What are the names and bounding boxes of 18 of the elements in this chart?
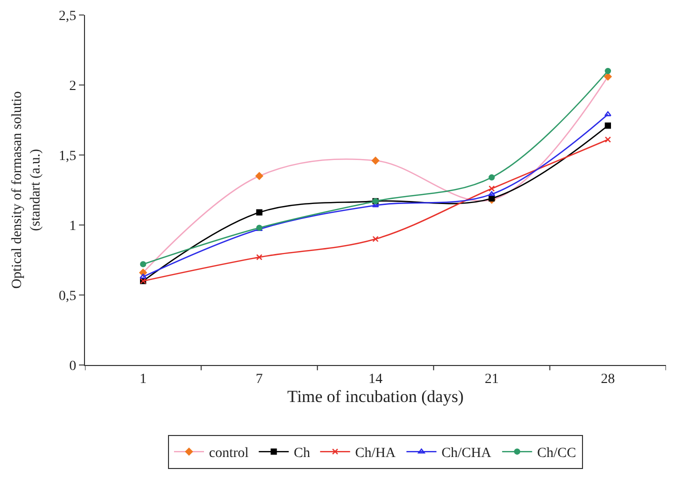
legend-label: Ch xyxy=(294,446,310,462)
y-tick-label: 1,5 xyxy=(58,148,76,164)
legend-label: Ch/HA xyxy=(355,446,396,462)
y-tick-label: 2,5 xyxy=(58,8,76,24)
y-tick-label: 1 xyxy=(69,218,76,234)
legend-label: control xyxy=(209,446,249,462)
legend-label: Ch/CHA xyxy=(441,446,492,462)
x-tick-label: 21 xyxy=(484,372,499,387)
x-tick-label: 14 xyxy=(368,372,382,387)
x-tick-label: 28 xyxy=(600,372,615,387)
y-tick-label: 0,5 xyxy=(58,288,76,304)
y-tick-label: 0 xyxy=(69,358,76,374)
y-tick-label: 2 xyxy=(69,78,76,94)
x-tick-label: 7 xyxy=(256,372,263,387)
x-axis-title: Time of incubation (days) xyxy=(287,386,464,406)
legend-label: Ch/CC xyxy=(537,446,576,462)
x-tick-label: 1 xyxy=(140,372,147,387)
y-axis-title: Optical density of formasan solutio (standart (a.u.) xyxy=(10,91,44,289)
